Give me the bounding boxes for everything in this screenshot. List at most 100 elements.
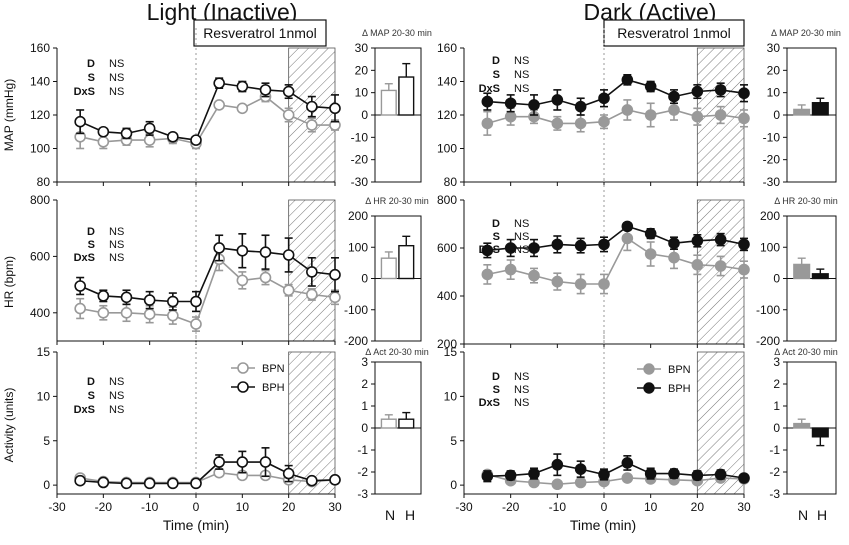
data-point-bph [306, 266, 318, 278]
data-point-bph [528, 242, 540, 254]
data-point-bpn [504, 263, 517, 276]
data-point-bph [259, 456, 272, 468]
data-point-bph [167, 477, 179, 490]
y-tick-label: -30 [351, 175, 369, 189]
stat-label: D [492, 371, 500, 383]
stat-label: S [88, 390, 95, 402]
delta-title-map-light: Δ MAP 20-30 min [362, 28, 432, 38]
y-tick-label: 120 [437, 108, 457, 122]
data-point-bph [551, 94, 564, 106]
y-tick-label: 160 [437, 41, 457, 55]
data-point-bpn [143, 308, 156, 321]
data-point-bph [668, 467, 680, 480]
x-tick-label: 30 [328, 500, 342, 514]
data-point-bpn [738, 263, 750, 276]
data-point-bph [621, 220, 634, 233]
data-point-bph [644, 467, 657, 480]
data-point-bph [167, 295, 179, 308]
y-tick-label: 2 [361, 377, 368, 391]
y-tick-label: 5 [43, 434, 50, 448]
y-tick-label: 3 [773, 355, 780, 369]
bar-chart-dark-act-delta: -3 -2 -1 0 1 2 3 [769, 355, 837, 501]
stats-map-light: D NS S NS DxS NS [74, 58, 125, 98]
data-point-bph [143, 477, 156, 490]
stat-label: DxS [74, 252, 95, 264]
data-point-bpn [621, 104, 634, 116]
data-point-bph [621, 457, 634, 469]
data-point-bpn [551, 117, 564, 130]
y-tick-label: 0 [773, 272, 780, 286]
data-point-bph [504, 242, 517, 254]
stats-map-dark: D NS S NS DxS NS [479, 55, 530, 95]
y-tick-label: 120 [30, 108, 50, 122]
data-point-bph [738, 87, 750, 100]
y-tick-label: -30 [763, 175, 781, 189]
x-tick-label: -20 [95, 500, 113, 514]
line-chart-light-hr: 400 600 800 [30, 180, 341, 345]
stat-value: NS [514, 384, 529, 396]
y-tick-label: 10 [37, 389, 51, 403]
y-tick-label: -20 [351, 153, 369, 167]
stats-hr-light: D NS S NS DxS NS [74, 226, 125, 264]
stat-label: S [493, 69, 500, 81]
stats-act-dark: D NS S NS DxS NS [479, 371, 530, 409]
y-tick-label: 0 [361, 272, 368, 286]
data-point-bpn [97, 136, 110, 148]
ylabel-hr: HR (bpm) [2, 256, 16, 308]
data-point-bph [143, 122, 156, 135]
data-point-bph [120, 127, 133, 140]
y-tick-label: 10 [767, 86, 781, 100]
stat-label: D [492, 218, 500, 230]
y-tick-label: -100 [344, 303, 368, 317]
data-point-bph [528, 467, 540, 480]
data-point-bph [574, 239, 587, 252]
y-tick-label: -10 [351, 130, 369, 144]
data-point-bpn [481, 268, 494, 281]
y-tick-label: 100 [437, 142, 457, 156]
data-point-bph [329, 473, 341, 486]
legend-bph-marker [237, 381, 249, 393]
data-point-bph [213, 77, 225, 89]
data-point-bph [644, 227, 657, 240]
legend-bpn-label: BPN [668, 364, 691, 376]
legend-bpn-marker [643, 363, 655, 375]
stat-value: NS [109, 376, 124, 388]
data-point-bph [504, 97, 517, 110]
y-tick-label: 30 [355, 41, 369, 55]
legend-dark: BPN BPH [637, 363, 691, 395]
data-point-bph [481, 95, 494, 108]
data-point-bph [504, 469, 517, 482]
data-point-bph [574, 100, 587, 113]
data-point-bpn [574, 117, 587, 130]
x-tick-label: 0 [193, 500, 200, 514]
data-point-bph [621, 74, 634, 86]
data-point-bpn [598, 115, 610, 128]
data-point-bph [714, 84, 727, 96]
data-point-bpn [74, 302, 86, 315]
data-point-bph [598, 238, 610, 251]
data-point-bph [97, 476, 110, 489]
bar-cat-h-dark: H [817, 507, 827, 523]
data-point-bph [329, 268, 341, 281]
stat-value: NS [109, 86, 124, 98]
data-point-bph [282, 467, 295, 480]
data-point-bph [190, 477, 202, 490]
stat-label: S [88, 72, 95, 84]
y-tick-label: -100 [756, 303, 780, 317]
data-point-bph [598, 92, 610, 105]
data-point-bpn [167, 309, 179, 322]
data-point-bph [120, 291, 133, 304]
data-point-bpn [714, 109, 727, 121]
treatment-label-dark: Resveratrol 1nmol [617, 25, 731, 41]
x-tick-label: 0 [601, 500, 608, 514]
bar-cat-h-light: H [405, 507, 415, 523]
y-tick-label: 20 [355, 63, 369, 77]
data-point-bpn [714, 260, 727, 272]
data-point-bph [97, 290, 110, 302]
data-point-bph [528, 99, 540, 111]
bar-n [380, 257, 397, 280]
y-tick-label: 400 [437, 289, 457, 303]
y-tick-label: -200 [756, 334, 780, 348]
data-point-bpn [236, 274, 249, 287]
